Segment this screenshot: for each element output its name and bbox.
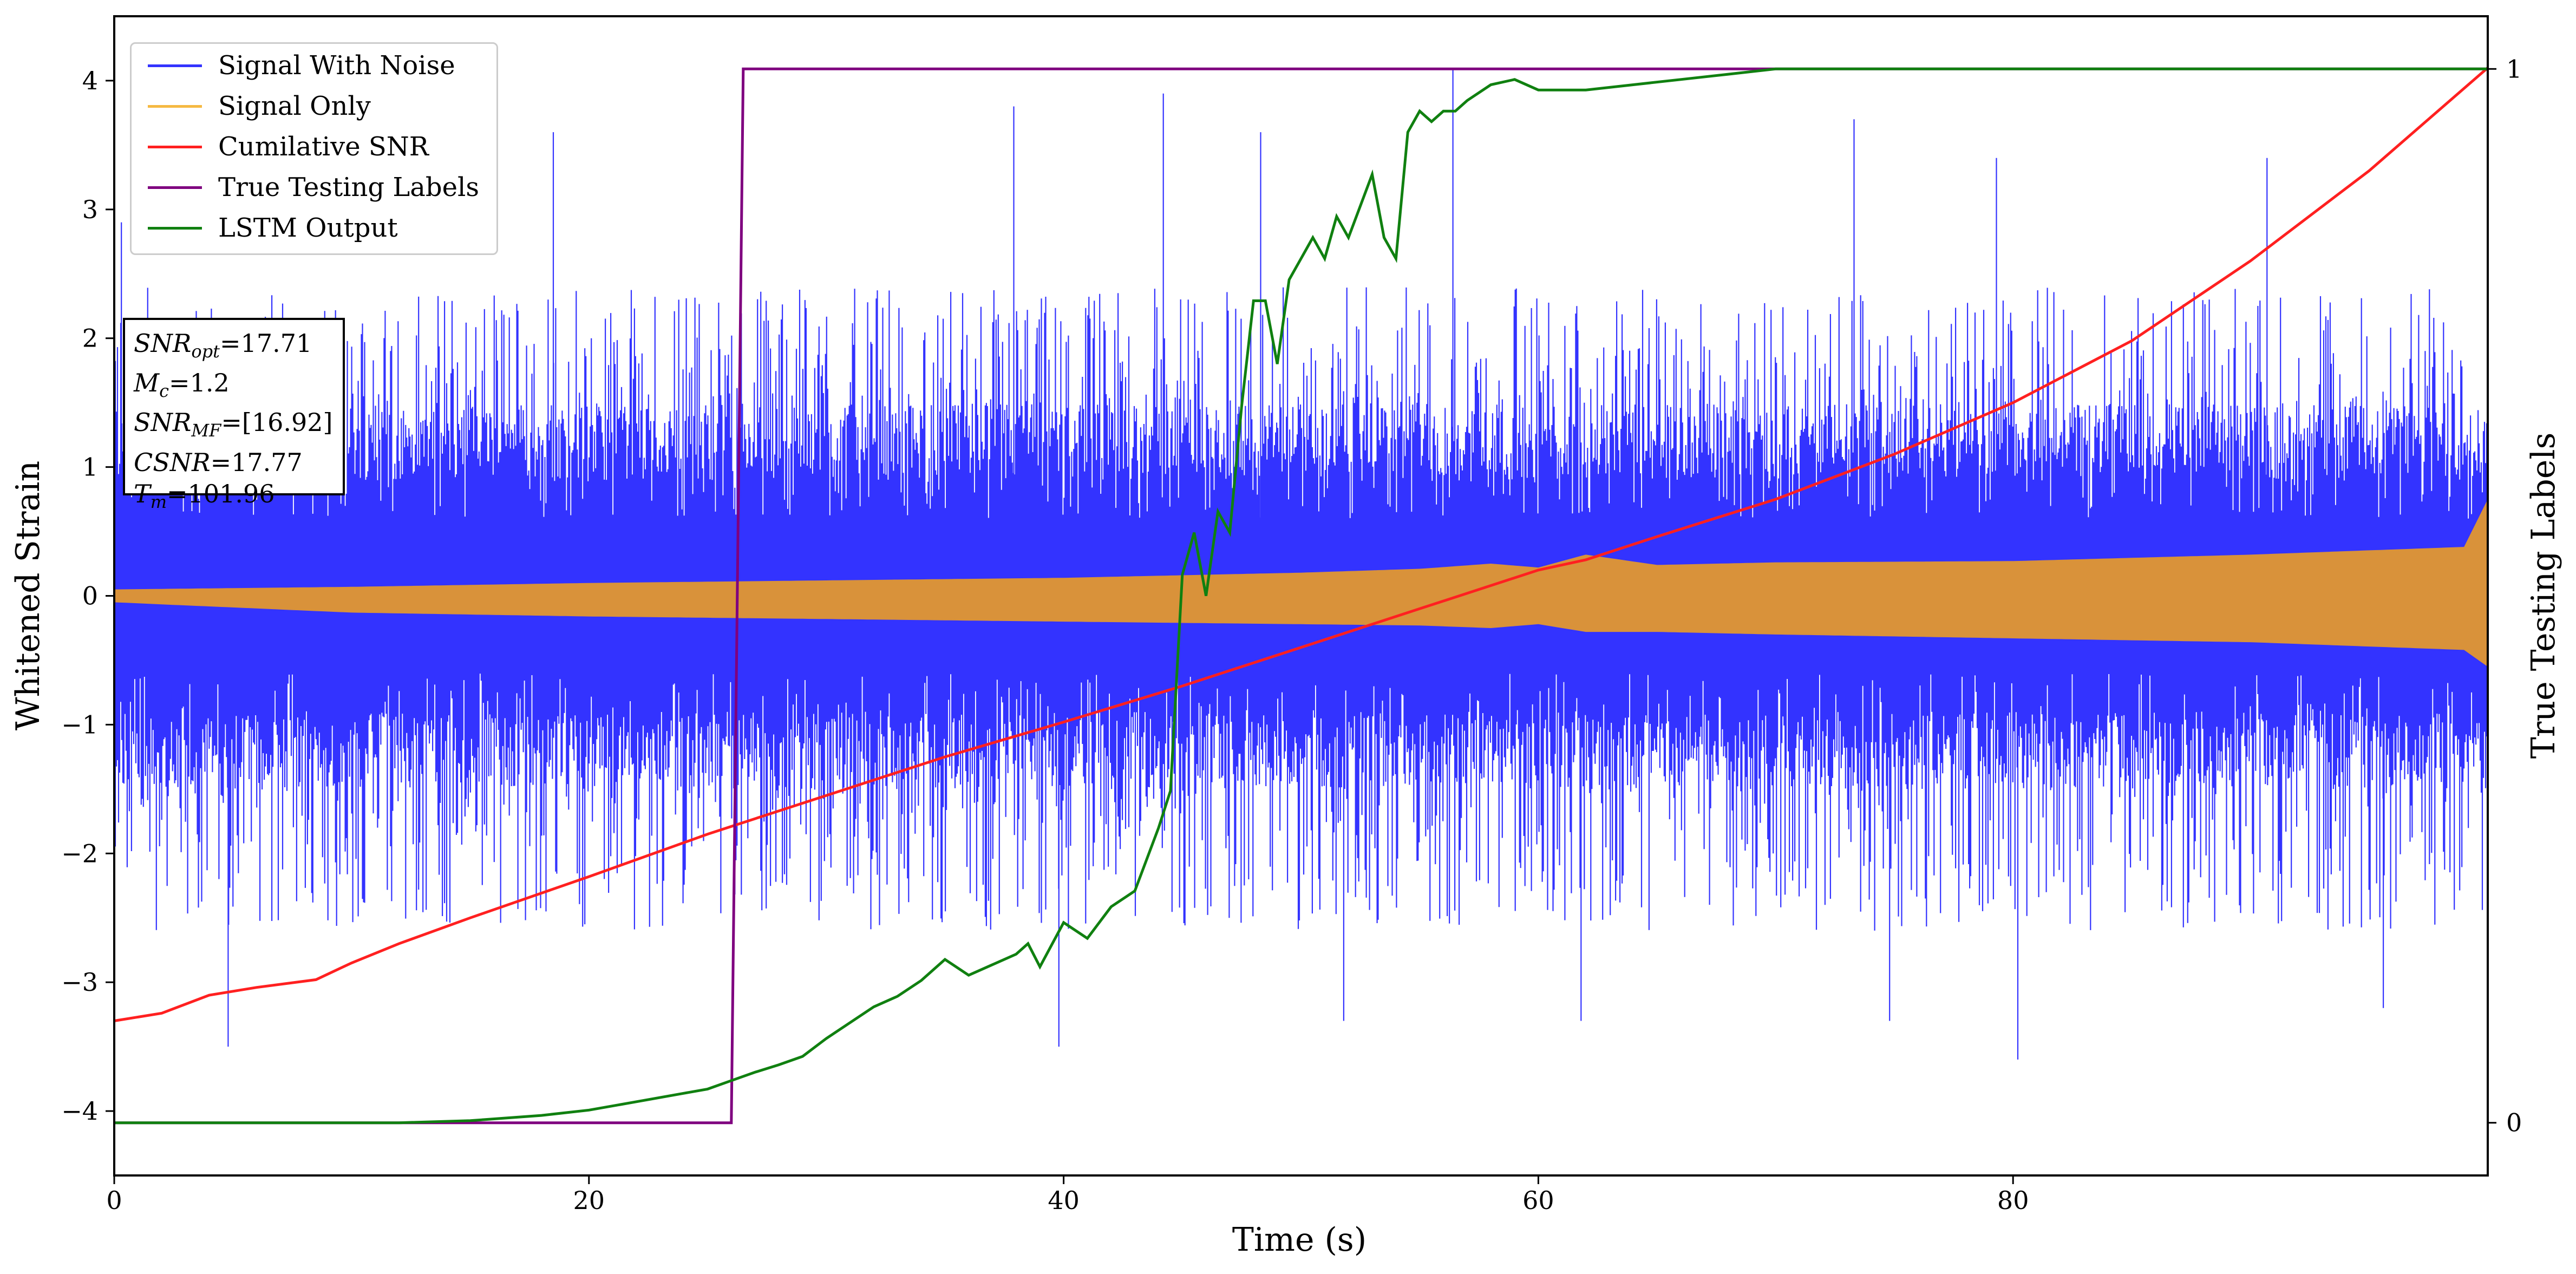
series-cumilative-snr [114,67,2489,1022]
y-tick-label: −3 [61,968,98,997]
y-tick-label: 2 [82,324,98,353]
legend-swatch [148,226,202,230]
legend-item-lstm-output: LSTM Output [148,212,398,244]
legend-item-signal-with-noise: Signal With Noise [148,49,455,82]
legend-label: LSTM Output [218,213,398,243]
y-right-tick-label: 0 [2506,1108,2522,1138]
x-tick-label: 60 [1522,1186,1554,1215]
legend-label: True Testing Labels [218,172,480,202]
y-tick-label: 3 [82,195,98,224]
y-tick-label: −2 [61,839,98,868]
legend-label: Cumilative SNR [218,132,429,162]
legend: Signal With Noise Signal Only Cumilative… [130,42,498,255]
legend-swatch [148,104,202,108]
y-tick-label: 4 [82,66,98,95]
y-tick-label: 1 [82,453,98,482]
y-axis-right-label: True Testing Labels [2525,433,2562,759]
series-signal-only [114,499,2488,667]
y-tick-label: 0 [82,582,98,611]
snr-opt-line: SNRopt=17.71 [134,329,312,362]
legend-swatch [148,186,202,189]
legend-label: Signal With Noise [218,50,455,81]
y-tick-label: −1 [61,710,98,739]
y-axis-label: Whitened Strain [9,461,47,730]
x-tick-label: 40 [1048,1186,1080,1215]
x-axis-label: Time (s) [1232,1221,1367,1259]
tm-line: Tm=101.96 [134,479,275,512]
legend-swatch [148,64,202,67]
x-tick-label: 0 [106,1186,122,1215]
y-tick-label: −4 [61,1096,98,1126]
legend-item-signal-only: Signal Only [148,90,371,122]
series-lstm-output [114,67,2488,1125]
mc-line: Mc=1.2 [134,368,230,402]
legend-swatch [148,145,202,148]
legend-label: Signal Only [218,91,371,121]
plot-area [113,67,2489,1125]
x-tick-label: 20 [573,1186,605,1215]
y-right-tick-label: 1 [2506,54,2522,83]
legend-item-cumilative-snr: Cumilative SNR [148,130,429,163]
parameters-box: SNRopt=17.71 Mc=1.2 SNRMF=[16.92] CSNR=1… [123,318,345,512]
x-tick-label: 80 [1997,1186,2029,1215]
snr-mf-line: SNRMF=[16.92] [134,408,333,441]
csnr-line: CSNR=17.77 [134,447,303,477]
legend-item-true-testing-labels: True Testing Labels [148,171,479,204]
